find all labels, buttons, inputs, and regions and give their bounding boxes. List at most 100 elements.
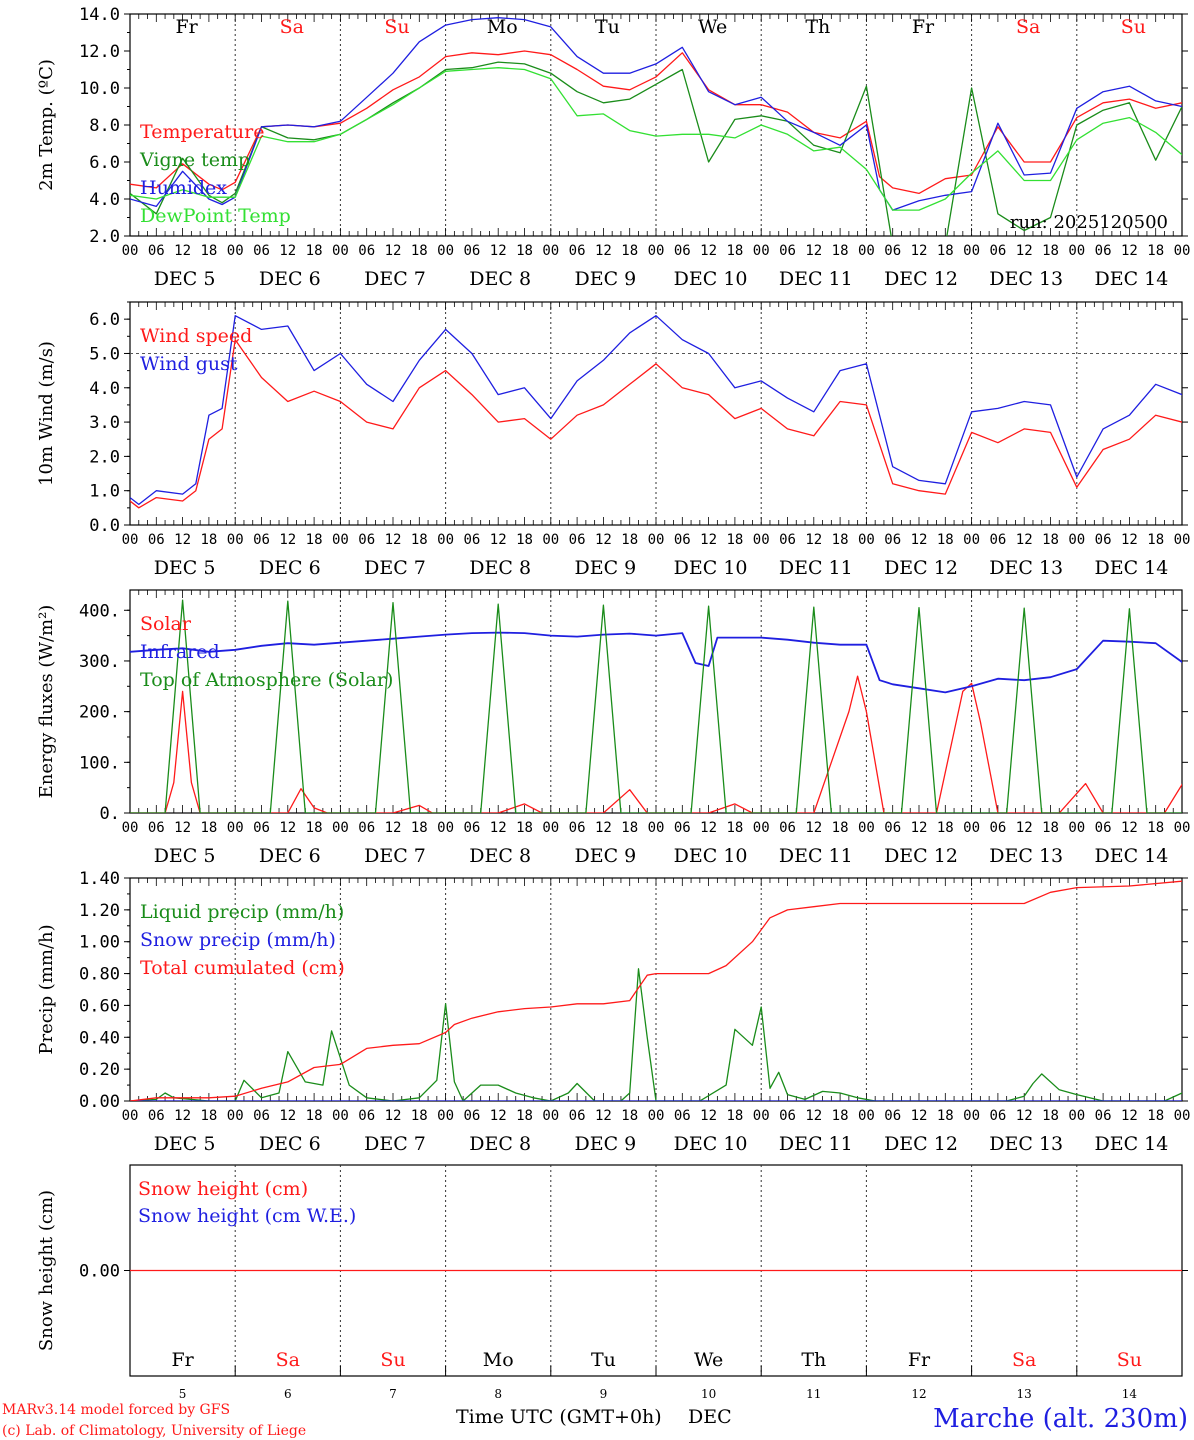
hour-tick-label: 12 [805,820,822,836]
hour-tick-label: 12 [1121,820,1138,836]
hour-tick-label: 00 [227,243,244,259]
date-label: DEC 10 [674,1133,748,1155]
hour-tick-label: 12 [595,1108,612,1124]
date-label: DEC 12 [884,557,958,579]
hour-tick-label: 06 [779,532,796,548]
date-label: DEC 14 [1094,557,1168,579]
series-line-wind-gust [130,315,1182,506]
hour-tick-label: 18 [411,820,428,836]
hour-tick-label: 00 [963,820,980,836]
y-tick-label: 300. [79,652,120,672]
hour-tick-label: 00 [332,532,349,548]
weekday-label: We [694,1349,723,1371]
hour-tick-label: 00 [858,243,875,259]
run-label: run: 2025120500 [1010,212,1168,233]
hour-tick-label: 18 [726,532,743,548]
hour-tick-label: 18 [832,820,849,836]
y-tick-label: 1.40 [79,869,120,889]
date-label: DEC 9 [575,1133,637,1155]
hour-tick-label: 18 [306,1108,323,1124]
hour-tick-label: 12 [595,532,612,548]
hour-tick-label: 18 [200,532,217,548]
weekday-label: Sa [276,1349,300,1371]
hour-tick-label: 18 [726,820,743,836]
hour-tick-label: 00 [858,532,875,548]
hour-tick-label: 18 [937,1108,954,1124]
hour-tick-label: 12 [385,532,402,548]
hour-tick-label: 06 [884,820,901,836]
date-label: DEC 8 [469,845,531,867]
y-axis-label: Snow height (cm) [36,1190,57,1351]
hour-tick-label: 18 [411,532,428,548]
hour-tick-label: 00 [753,820,770,836]
day-number-label: 9 [600,1387,608,1401]
date-label: DEC 5 [154,845,216,867]
date-label: DEC 8 [469,557,531,579]
hour-tick-label: 12 [490,243,507,259]
day-number-label: 11 [806,1387,821,1401]
legend-entry: Infrared [140,641,220,663]
hour-tick-label: 06 [989,820,1006,836]
hour-tick-label: 00 [753,1108,770,1124]
date-label: DEC 13 [989,1133,1063,1155]
x-axis-month: DEC [688,1406,732,1428]
hour-tick-label: 18 [1042,243,1059,259]
date-label: DEC 7 [364,557,426,579]
hour-tick-label: 06 [674,243,691,259]
hour-tick-label: 00 [963,532,980,548]
hour-tick-label: 00 [753,243,770,259]
date-label: DEC 14 [1094,1133,1168,1155]
hour-tick-label: 18 [1147,243,1164,259]
date-label: DEC 14 [1094,268,1168,290]
hour-tick-label: 06 [569,1108,586,1124]
hour-tick-label: 12 [385,820,402,836]
date-label: DEC 12 [884,1133,958,1155]
hour-tick-label: 12 [174,243,191,259]
legend-entry: Vigne temp [139,149,250,171]
y-tick-label: 100. [79,753,120,773]
hour-tick-label: 12 [1016,532,1033,548]
legend-entry: Snow height (cm) [138,1178,308,1200]
hour-tick-label: 12 [279,820,296,836]
hour-tick-label: 18 [1042,1108,1059,1124]
hour-tick-label: 06 [463,1108,480,1124]
date-label: DEC 11 [779,557,853,579]
hour-tick-label: 18 [832,1108,849,1124]
hour-tick-label: 12 [385,1108,402,1124]
hour-tick-label: 18 [1147,532,1164,548]
weekday-label: Mo [483,1349,514,1371]
date-label: DEC 14 [1094,845,1168,867]
hour-tick-label: 06 [358,243,375,259]
legend-entry: Solar [140,613,192,635]
day-number-label: 14 [1122,1387,1138,1401]
hour-tick-label: 00 [963,1108,980,1124]
date-label: DEC 5 [154,268,216,290]
date-label: DEC 9 [575,557,637,579]
hour-tick-label: 06 [779,1108,796,1124]
weekday-label: Su [380,1349,405,1371]
hour-tick-label: 06 [569,820,586,836]
weekday-label: Sa [1016,16,1040,38]
series-line-total-cumulated-cm- [130,880,1182,1101]
hour-tick-label: 12 [174,532,191,548]
hour-tick-label: 00 [122,1108,139,1124]
hour-tick-label: 06 [463,820,480,836]
hour-tick-label: 18 [411,1108,428,1124]
hour-tick-label: 12 [911,243,928,259]
hour-tick-label: 06 [884,243,901,259]
hour-tick-label: 00 [648,820,665,836]
hour-tick-label: 12 [279,1108,296,1124]
hour-tick-label: 06 [1095,243,1112,259]
day-number-label: 6 [284,1387,292,1401]
hour-tick-label: 00 [1174,820,1191,836]
hour-tick-label: 18 [726,1108,743,1124]
hour-tick-label: 06 [569,532,586,548]
hour-tick-label: 18 [306,243,323,259]
hour-tick-label: 00 [753,532,770,548]
y-tick-label: 0.00 [79,1092,120,1112]
hour-tick-label: 06 [569,243,586,259]
hour-tick-label: 12 [385,243,402,259]
hour-tick-label: 06 [989,532,1006,548]
hour-tick-label: 12 [805,243,822,259]
y-axis-label: 10m Wind (m/s) [36,341,57,486]
